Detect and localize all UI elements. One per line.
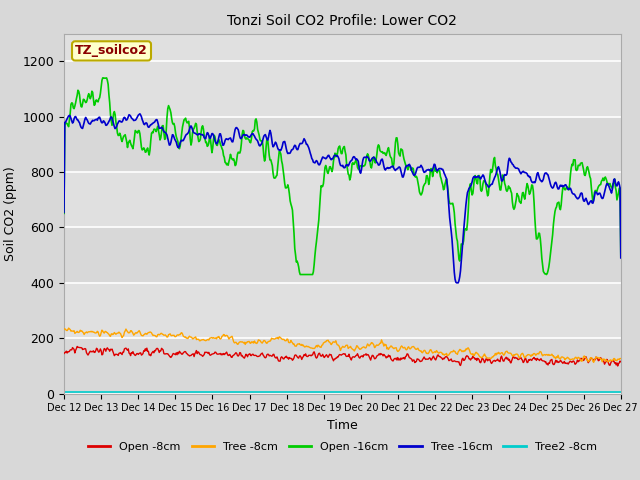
Title: Tonzi Soil CO2 Profile: Lower CO2: Tonzi Soil CO2 Profile: Lower CO2 [227, 14, 458, 28]
X-axis label: Time: Time [327, 419, 358, 432]
Text: TZ_soilco2: TZ_soilco2 [75, 44, 148, 58]
Bar [64, 228, 621, 283]
Bar [64, 283, 621, 338]
Bar [64, 338, 621, 394]
Y-axis label: Soil CO2 (ppm): Soil CO2 (ppm) [4, 166, 17, 261]
Legend: Open -8cm, Tree -8cm, Open -16cm, Tree -16cm, Tree2 -8cm: Open -8cm, Tree -8cm, Open -16cm, Tree -… [84, 438, 601, 456]
Bar [64, 117, 621, 172]
Bar [64, 61, 621, 117]
Bar [64, 172, 621, 228]
